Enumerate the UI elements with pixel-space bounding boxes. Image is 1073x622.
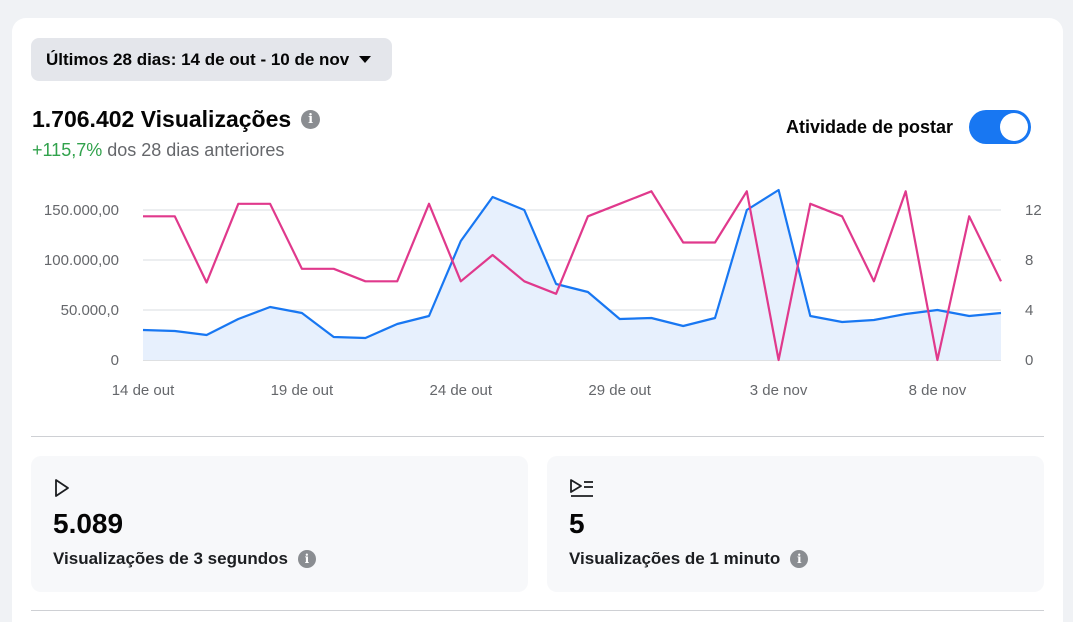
series-area-1 xyxy=(143,190,1001,360)
x-tick-label: 19 de out xyxy=(271,382,334,399)
posting-activity-toggle-row: Atividade de postar xyxy=(786,110,1032,144)
divider xyxy=(31,610,1044,611)
x-tick-label: 29 de out xyxy=(588,382,651,399)
metric-title: 1.706.402 Visualizações i xyxy=(32,106,321,133)
insights-card: Últimos 28 dias: 14 de out - 10 de nov 1… xyxy=(12,18,1063,622)
stat-label: Visualizações de 1 minuto xyxy=(569,549,781,568)
x-tick-label: 8 de nov xyxy=(909,382,967,399)
date-range-dropdown[interactable]: Últimos 28 dias: 14 de out - 10 de nov xyxy=(31,38,392,81)
stat-card-3s-views: 5.089 Visualizações de 3 segundos i xyxy=(31,456,528,592)
stat-value: 5.089 xyxy=(53,508,124,539)
info-icon[interactable]: i xyxy=(301,110,321,129)
series-line-1 xyxy=(142,188,1002,340)
stat-label: Visualizações de 3 segundos xyxy=(53,549,288,568)
series-line-2 xyxy=(143,190,1002,362)
toggle-knob xyxy=(1000,113,1029,141)
posting-activity-toggle[interactable] xyxy=(969,110,1032,144)
divider xyxy=(31,436,1044,437)
y-right-tick-label: 0 xyxy=(1025,352,1033,369)
play-icon xyxy=(53,478,71,503)
y-left-tick-label: 100.000,00 xyxy=(44,252,119,269)
y-left-tick-label: 50.000,0 xyxy=(61,302,119,319)
y-right-tick-label: 12 xyxy=(1025,202,1042,219)
info-icon[interactable]: i xyxy=(790,550,809,568)
stat-value: 5 xyxy=(569,508,585,539)
y-left-tick-label: 0 xyxy=(111,352,119,369)
metric-title-text: 1.706.402 Visualizações xyxy=(32,106,292,132)
change-percent: +115,7% xyxy=(32,140,103,160)
posting-activity-label: Atividade de postar xyxy=(786,116,954,137)
stat-card-1m-views: 5 Visualizações de 1 minuto i xyxy=(547,456,1044,592)
views-line-chart: 0 50.000,0 100.000,00 150.000,00 0 4 8 12 14 de … xyxy=(44,188,1042,399)
caret-down-icon xyxy=(359,56,372,63)
info-icon[interactable]: i xyxy=(297,550,316,568)
y-left-tick-label: 150.000,00 xyxy=(44,202,119,219)
x-tick-label: 24 de out xyxy=(429,382,492,399)
y-right-tick-label: 4 xyxy=(1025,302,1033,319)
date-range-label: Últimos 28 dias: 14 de out - 10 de nov xyxy=(46,49,350,69)
play-list-icon xyxy=(569,478,595,503)
stat-label-row: Visualizações de 3 segundos i xyxy=(53,549,316,569)
stat-label-row: Visualizações de 1 minuto i xyxy=(569,549,809,569)
x-tick-label: 14 de out xyxy=(112,382,175,399)
y-right-tick-label: 8 xyxy=(1025,252,1033,269)
change-suffix: dos 28 dias anteriores xyxy=(102,140,285,160)
comparison-text: +115,7% dos 28 dias anteriores xyxy=(32,140,284,161)
x-tick-label: 3 de nov xyxy=(750,382,808,399)
